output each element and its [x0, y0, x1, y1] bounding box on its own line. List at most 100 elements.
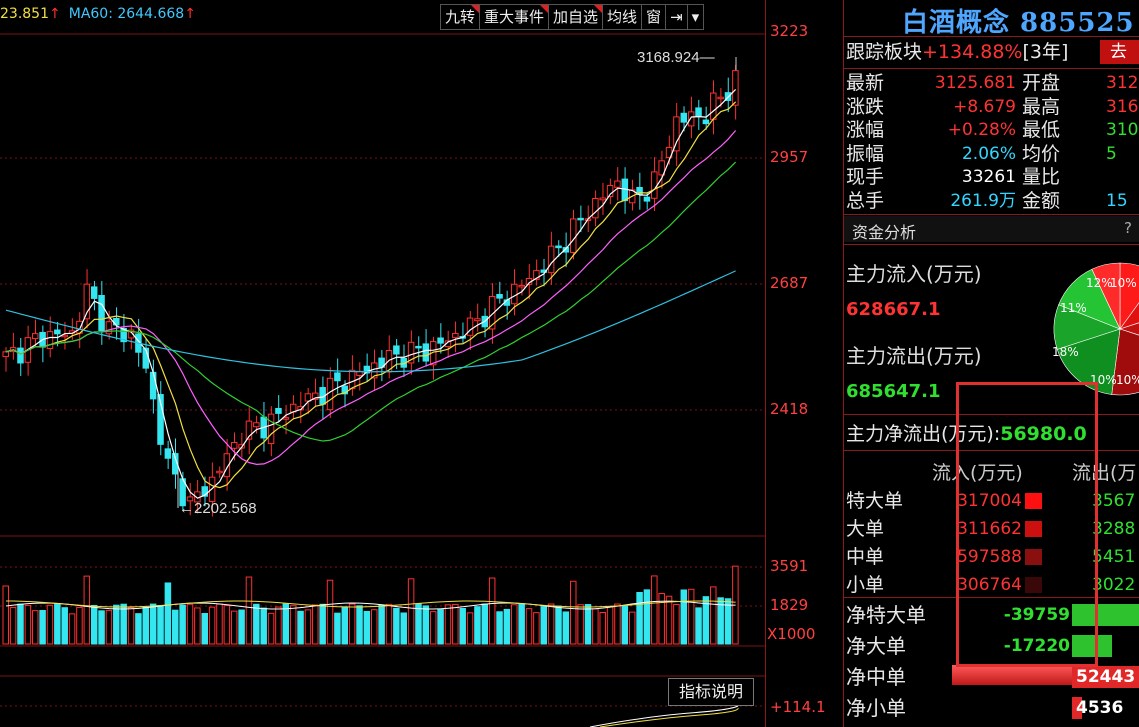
candle-body [83, 283, 91, 320]
volume-bar [76, 606, 83, 645]
quote-label-2: 均价 [1022, 142, 1061, 165]
candles [2, 64, 739, 517]
volume-bar [201, 612, 208, 645]
volume-bar [326, 579, 334, 645]
volume-bar [437, 609, 444, 645]
quote-value-2: 312 [1106, 73, 1139, 93]
candle-body [201, 486, 208, 497]
volume-bar [334, 612, 341, 645]
volume-bar [385, 603, 393, 645]
volume-bar [223, 605, 231, 645]
outflow-value: 3288 [1092, 519, 1136, 539]
kline-chart-area[interactable]: 3168.924— ←2202.568 23.851↑ MA60: 2644.668… [0, 0, 765, 727]
outflow-value: 5451 [1092, 547, 1136, 567]
candle-body [518, 284, 525, 288]
pie-slice [1119, 302, 1139, 330]
indicator-help-button[interactable]: 指标说明 [668, 678, 754, 706]
dropdown-icon[interactable]: ▾ [686, 4, 705, 30]
net-flow-bar [1072, 604, 1139, 626]
volume-bar [614, 603, 621, 645]
kline-chart[interactable]: 3168.924— ←2202.568 [0, 0, 765, 727]
window-button[interactable]: 窗 [641, 4, 667, 30]
jiuzhuan-button[interactable]: 九转 [440, 4, 481, 30]
inflow-value: 597588 [957, 547, 1022, 567]
candle-body [695, 107, 702, 117]
volume-bar [488, 577, 496, 645]
net-flow-row: 净大单 -17220 [844, 632, 1139, 660]
price-axis-label: 2418 [770, 400, 809, 418]
candle-body [547, 245, 555, 274]
candle-body [312, 392, 319, 400]
quote-row: 涨幅 +0.28% 最低 310 [844, 119, 1139, 142]
candle-body [555, 245, 562, 249]
net-outflow-label: 主力净流出(万元): [846, 423, 1001, 445]
volume-bar [503, 608, 511, 645]
volume-bar [17, 603, 24, 645]
volume-bar [429, 611, 437, 645]
volume-bar [83, 575, 91, 645]
quote-label-2: 开盘 [1022, 72, 1061, 94]
highlight-box [956, 382, 1098, 667]
volume-bar [312, 604, 319, 645]
indicator-line [599, 707, 739, 727]
moving-average-button[interactable]: 均线 [602, 4, 643, 30]
quote-value: 261.9万 [950, 190, 1016, 211]
track-value: +134.88% [922, 41, 1023, 63]
volume-bar [24, 604, 32, 645]
quote-value: 3125.681 [934, 73, 1016, 93]
pie-slice [1111, 328, 1139, 396]
volume-bar [415, 603, 422, 645]
track-label: 跟踪板块 [846, 41, 923, 63]
volume-bar [194, 607, 201, 645]
volume-bar [400, 612, 407, 645]
volume-ma-line [5, 600, 736, 608]
moving-average-lines [5, 89, 737, 499]
price-axis: 3223 2957 2687 2418 3591 1829 X1000 +114… [765, 0, 844, 727]
major-events-button[interactable]: 重大事件 [479, 4, 550, 30]
pie-label: 12% [1086, 276, 1113, 290]
main-inflow-label: 主力流入(万元) [846, 262, 982, 286]
quote-row: 现手 33261 量比 [844, 166, 1139, 189]
order-size-row: 大单 311662 3288 [844, 516, 1139, 542]
outflow-value: 3022 [1092, 575, 1136, 595]
fund-flow-pie: 12%10%11%18%10%10% [1052, 262, 1139, 396]
collapse-panel-icon[interactable]: ⇥ [665, 4, 688, 30]
volume-bar [2, 585, 9, 645]
candle-body [341, 385, 349, 395]
grid-lines [0, 33, 765, 707]
volume-bar [533, 612, 540, 645]
candle-body [437, 337, 444, 344]
volume-bar [253, 603, 260, 645]
volume-bar [452, 603, 459, 645]
candle-body [157, 394, 164, 445]
candle-body [488, 295, 496, 330]
net-flow-value: -39759 [1003, 605, 1070, 625]
volume-bar [98, 610, 105, 645]
net-flow-value: 4536 [1076, 698, 1124, 718]
volume-bar [238, 609, 245, 645]
candle-body [186, 496, 194, 502]
order-size-label: 小单 [846, 574, 885, 596]
volume-bar [282, 603, 290, 645]
quote-label: 现手 [846, 166, 885, 188]
help-icon[interactable]: ? [1124, 219, 1132, 237]
quote-value-2: 5 [1106, 143, 1117, 164]
ma-indicator-line: 23.851↑ MA60: 2644.668↑ [0, 6, 196, 22]
order-size-label: 大单 [846, 518, 885, 540]
volume-bar [267, 612, 275, 645]
quote-row: 涨跌 +8.679 最高 316 [844, 96, 1139, 119]
fund-analysis-header: 资金分析 ? [844, 216, 1139, 242]
volume-bar [710, 586, 717, 645]
quote-value: +8.679 [953, 96, 1016, 117]
moving-average-line [5, 101, 737, 489]
quote-value-2: 316 [1106, 96, 1139, 117]
volume-bar [149, 603, 157, 645]
track-go-button[interactable]: 去 [1100, 40, 1139, 64]
volume-bar [356, 605, 363, 645]
volume-bar [341, 606, 349, 645]
quote-value: 2.06% [961, 143, 1016, 164]
fund-analysis-title: 资金分析 [852, 223, 917, 242]
candle-body [466, 317, 474, 336]
quote-side-panel: 白酒概念 885525 跟踪板块+134.88%[3年] 去 最新 3125.68… [843, 0, 1139, 727]
add-watchlist-button[interactable]: 加自选 [548, 4, 604, 30]
